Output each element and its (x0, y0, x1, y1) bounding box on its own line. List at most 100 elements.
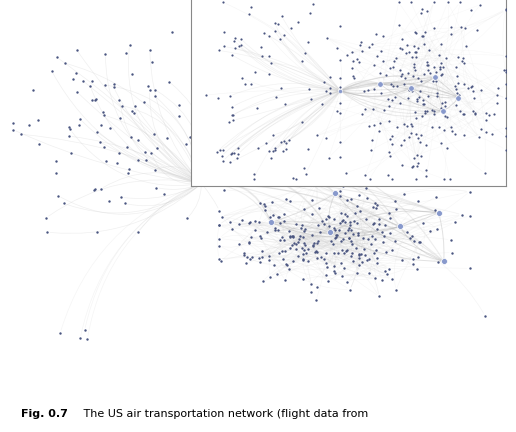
Point (336, 187, 344, 194)
Point (101, 82, 109, 89)
Point (271, 20, 279, 27)
Point (228, 149, 236, 156)
Point (421, 29, 429, 36)
Point (113, 159, 121, 166)
Point (488, 130, 496, 137)
Point (346, 196, 354, 203)
Point (72, 70, 80, 76)
Point (416, 10, 425, 16)
Point (408, 232, 416, 239)
Point (331, 235, 340, 242)
Point (452, 63, 460, 70)
Point (393, 124, 401, 130)
Point (388, 140, 396, 147)
Point (336, 22, 345, 29)
Point (219, 0, 228, 6)
Point (309, 182, 317, 189)
Point (238, 216, 246, 223)
Point (240, 249, 248, 256)
Point (276, 35, 284, 42)
Point (367, 136, 376, 143)
Point (280, 32, 288, 39)
Point (358, 48, 366, 55)
Point (349, 75, 358, 82)
Point (289, 257, 297, 264)
Point (93, 229, 101, 236)
Point (439, 63, 447, 70)
Point (357, 250, 365, 257)
Point (460, 132, 468, 139)
Point (490, 111, 498, 118)
Point (226, 219, 234, 226)
Point (413, 266, 421, 273)
Point (406, 83, 414, 90)
Point (163, 134, 171, 141)
Point (420, 70, 428, 77)
Point (336, 138, 345, 145)
Point (454, 54, 462, 61)
Point (420, 101, 428, 108)
Point (457, 24, 465, 31)
Point (453, 89, 461, 96)
Point (433, 89, 441, 96)
Point (346, 222, 354, 229)
Point (285, 228, 293, 235)
Point (388, 175, 396, 182)
Point (429, 78, 437, 85)
Point (380, 106, 388, 113)
Point (254, 219, 263, 226)
Point (281, 101, 289, 108)
Point (380, 232, 389, 239)
Point (160, 191, 168, 198)
Point (147, 149, 155, 156)
Point (287, 241, 296, 248)
Point (254, 145, 262, 152)
Point (269, 212, 277, 219)
Point (294, 238, 302, 245)
Point (430, 0, 438, 6)
Point (115, 149, 123, 156)
Point (501, 66, 509, 73)
Point (385, 265, 393, 272)
Point (343, 197, 351, 203)
Point (345, 224, 353, 231)
Point (267, 155, 275, 162)
Point (255, 200, 264, 207)
Point (312, 297, 320, 304)
Point (370, 249, 378, 256)
Point (369, 105, 377, 112)
Point (282, 146, 291, 153)
Point (423, 58, 431, 65)
Point (304, 257, 313, 264)
Point (300, 240, 308, 247)
Point (367, 240, 375, 247)
Point (288, 232, 297, 239)
Point (270, 261, 278, 268)
Point (407, 0, 415, 6)
Point (323, 35, 331, 41)
Point (109, 80, 118, 87)
Point (493, 85, 502, 92)
Point (100, 112, 108, 119)
Point (384, 148, 393, 155)
Point (386, 215, 394, 222)
Point (307, 95, 315, 102)
Point (245, 240, 253, 247)
Point (289, 175, 298, 181)
Point (240, 251, 248, 258)
Point (444, 0, 452, 6)
Point (90, 187, 98, 194)
Point (408, 122, 416, 129)
Point (361, 172, 369, 179)
Point (322, 260, 330, 267)
Point (379, 58, 387, 65)
Point (76, 335, 85, 342)
Point (235, 42, 243, 49)
Point (317, 254, 325, 260)
Point (400, 190, 409, 197)
Point (101, 51, 109, 57)
Point (331, 270, 339, 276)
Point (326, 85, 334, 92)
Point (415, 93, 424, 100)
Point (461, 25, 469, 32)
